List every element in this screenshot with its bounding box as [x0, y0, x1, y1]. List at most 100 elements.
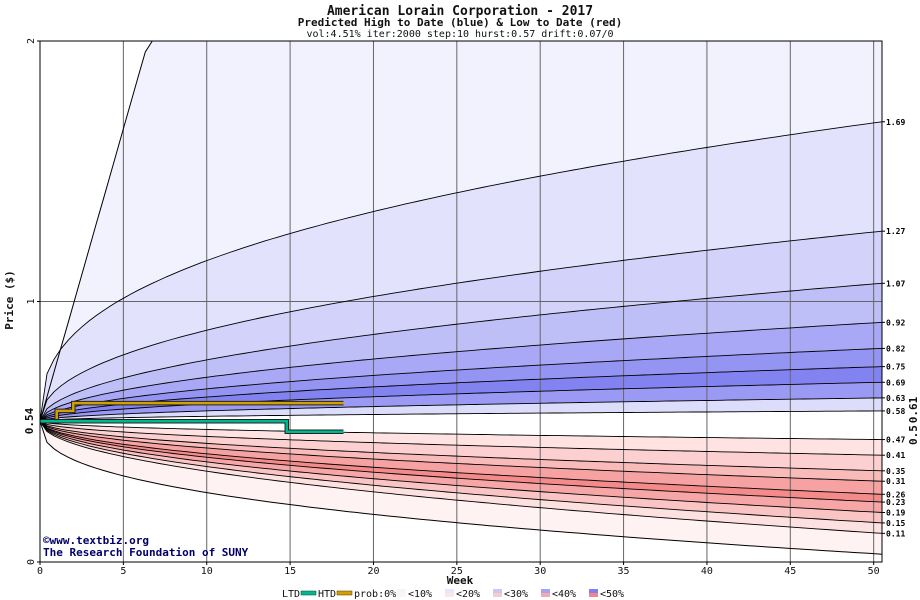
x-tick-label-0: 0	[37, 566, 43, 577]
right-label-0.19: 0.19	[886, 509, 905, 518]
legend-swatch-red-4	[589, 593, 598, 597]
line-high-0.75	[39, 366, 883, 422]
right-label-0.11: 0.11	[886, 529, 905, 538]
x-tick-label-35: 35	[618, 566, 630, 577]
right-label-0.58: 0.58	[886, 407, 905, 416]
band-low-7	[40, 421, 882, 534]
legend-item-0: <10%	[408, 589, 432, 600]
band-low-6	[40, 421, 882, 523]
right-label-0.31: 0.31	[886, 477, 905, 486]
x-axis-label: Week	[447, 574, 474, 587]
legend-htd-label: HTD	[318, 589, 336, 600]
band-outside-top	[40, 41, 882, 422]
line-low-0.47	[39, 420, 883, 441]
legend-item-2: <30%	[504, 589, 528, 600]
grid-layer	[40, 41, 882, 562]
legend-prob-label: prob:0%	[354, 589, 396, 600]
ltd-marker-label: 0.5	[907, 425, 920, 445]
legend-swatch-red-3	[541, 593, 550, 597]
band-low-3	[40, 421, 882, 495]
line-high-1.07	[39, 282, 883, 422]
ltd-line	[40, 420, 344, 434]
chart-params: vol:4.51% iter:2000 step:10 hurst:0.57 d…	[306, 29, 613, 40]
right-label-0.75: 0.75	[886, 363, 905, 372]
credit-line-1: ©www.textbiz.org	[43, 534, 149, 547]
x-tick-label-25: 25	[451, 566, 463, 577]
line-low-0.35	[39, 420, 883, 472]
y-axis-label: Price ($)	[3, 270, 16, 330]
band-high-outer	[40, 41, 882, 422]
line-low-0.31	[39, 420, 883, 482]
band-high-4	[40, 348, 882, 422]
band-low-1	[40, 421, 882, 471]
line-high-0.69	[39, 381, 883, 422]
line-extreme-low	[39, 421, 883, 555]
band-high-0	[40, 121, 882, 422]
legend-htd-swatch	[336, 590, 353, 596]
legend-ltd-label: LTD	[282, 589, 300, 600]
legend-swatch-red-0	[397, 593, 406, 597]
legend-items: <10% <20% <30% <40% <50%	[397, 589, 624, 600]
right-label-0.26: 0.26	[886, 490, 905, 499]
line-high-1.69	[39, 121, 883, 422]
right-label-0.82: 0.82	[886, 344, 905, 353]
line-low-0.15	[39, 421, 883, 524]
right-label-1.27: 1.27	[886, 227, 905, 236]
right-label-1.69: 1.69	[886, 118, 905, 127]
x-tick-label-30: 30	[534, 566, 546, 577]
y-tick-label-0: 0	[26, 559, 37, 565]
x-tick-label-20: 20	[367, 566, 379, 577]
legend-swatch-blue-3	[541, 589, 550, 593]
x-tick-label-45: 45	[784, 566, 796, 577]
legend-item-3: <40%	[552, 589, 576, 600]
y-tick-label-2: 2	[26, 38, 37, 44]
legend-item-4: <50%	[600, 589, 624, 600]
legend-item-1: <20%	[456, 589, 480, 600]
band-low-2	[40, 421, 882, 482]
y-tick-label-1: 1	[26, 298, 37, 304]
right-label-0.41: 0.41	[886, 451, 905, 460]
band-high-3	[40, 322, 882, 422]
right-label-1.07: 1.07	[886, 279, 905, 288]
x-tick-label-5: 5	[120, 566, 126, 577]
legend-swatch-red-1	[445, 593, 454, 597]
right-label-0.23: 0.23	[886, 498, 905, 507]
legend-ltd-swatch	[300, 590, 317, 596]
right-label-0.92: 0.92	[886, 318, 905, 327]
band-low-outer	[40, 421, 882, 555]
line-high-0.82	[39, 347, 883, 422]
band-low-0	[40, 421, 882, 456]
line-low-0.23	[39, 420, 883, 503]
band-high-5	[40, 366, 882, 422]
legend-swatch-blue-0	[397, 589, 406, 593]
bands-layer	[40, 41, 882, 555]
line-low-0.11	[39, 421, 883, 534]
right-label-0.47: 0.47	[886, 436, 905, 445]
band-low-center	[40, 421, 882, 440]
line-high-0.58	[39, 410, 882, 422]
legend-swatch-blue-4	[589, 589, 598, 593]
band-high-2	[40, 283, 882, 422]
legend-swatch-red-2	[493, 593, 502, 597]
ticks-layer: 0 5 10 15 20 25 30 35 40 45 50 0 1 2	[26, 38, 880, 577]
right-labels-layer: 1.69 1.27 1.07 0.92 0.82 0.75 0.69 0.63 0.58 0.47…	[882, 118, 905, 538]
legend: LTD HTD prob:0% <10% <20% <30% <40% <50%	[282, 589, 624, 600]
line-high-1.27	[39, 230, 883, 422]
credit-line-2: The Research Foundation of SUNY	[43, 546, 249, 559]
line-high-0.63	[39, 397, 883, 422]
htd-marker-label: 0.61	[907, 396, 920, 423]
right-label-0.63: 0.63	[886, 394, 905, 403]
band-high-1	[40, 231, 882, 422]
legend-swatch-blue-2	[493, 589, 502, 593]
x-tick-label-15: 15	[284, 566, 296, 577]
band-low-4	[40, 421, 882, 503]
current-price-label: 0.54	[23, 407, 36, 434]
legend-swatch-blue-1	[445, 589, 454, 593]
chart-subtitle: Predicted High to Date (blue) & Low to D…	[298, 16, 623, 29]
line-low-0.26	[39, 420, 883, 495]
htd-ltd-layer	[40, 400, 344, 435]
line-high-0.92	[39, 321, 883, 422]
x-tick-label-40: 40	[701, 566, 713, 577]
right-label-0.69: 0.69	[886, 378, 905, 387]
